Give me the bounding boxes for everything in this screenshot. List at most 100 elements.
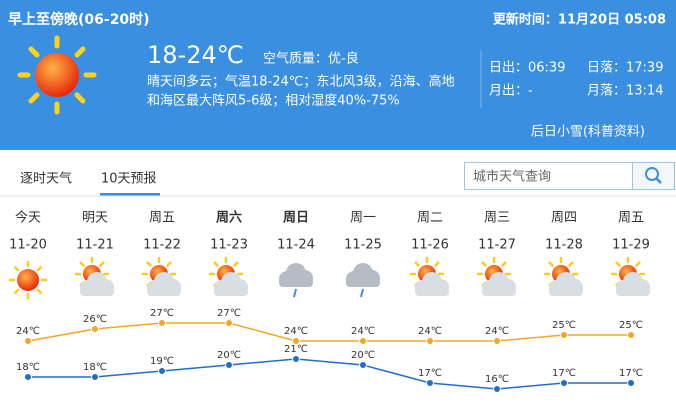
low-line: [28, 358, 631, 390]
date: 11-25: [344, 238, 382, 253]
period: 早上至傍晚(06-20时): [8, 11, 150, 28]
sun-disc: [17, 269, 39, 291]
sun-ray: [548, 261, 554, 267]
high-label: 25℃: [552, 320, 576, 331]
low-label: 20℃: [217, 350, 241, 361]
sun-ray: [635, 261, 641, 267]
high-point: [359, 337, 367, 345]
sun-ray: [233, 261, 239, 267]
low-point: [359, 361, 367, 369]
high-point: [24, 337, 32, 345]
day-name: 周二: [417, 211, 443, 226]
sun-ray: [213, 261, 219, 267]
weather-icon: [141, 256, 181, 296]
moonset: 月落：13:14: [587, 84, 663, 99]
day-name: 周五: [149, 211, 175, 226]
search-input[interactable]: [464, 162, 633, 190]
cloud-part: [279, 278, 313, 287]
high-point: [627, 331, 635, 339]
date: 11-23: [210, 238, 248, 253]
weather-icon: [208, 256, 248, 296]
low-point: [426, 379, 434, 387]
sun-ray: [481, 261, 487, 267]
weather-icon: [476, 256, 516, 296]
date: 11-24: [277, 238, 315, 253]
low-label: 21℃: [284, 344, 308, 355]
high-label: 24℃: [351, 326, 375, 337]
sun-ray: [434, 261, 440, 267]
sunrise: 日出：06:39: [489, 61, 565, 76]
low-point: [158, 367, 166, 375]
cloud-part: [346, 278, 380, 287]
sun-ray: [79, 261, 85, 267]
sun-ray: [166, 261, 172, 267]
high-label: 27℃: [150, 308, 174, 319]
date: 11-28: [545, 238, 583, 253]
sun-icon: [17, 35, 97, 115]
high-label: 26℃: [83, 314, 107, 325]
low-point: [560, 379, 568, 387]
rain-drop: [293, 288, 297, 298]
rain-drop: [360, 288, 364, 298]
date: 11-29: [612, 238, 650, 253]
sun-ray: [36, 266, 42, 272]
cloud-part: [147, 287, 181, 296]
high-label: 24℃: [284, 326, 308, 337]
description: 和海区最大阵风5-6级；相对湿度40%-75%: [147, 93, 400, 109]
day-name: 周日: [283, 211, 309, 226]
low-point: [24, 373, 32, 381]
air-quality: 空气质量：优-良: [263, 51, 359, 67]
moonrise: 月出：-: [489, 84, 533, 99]
low-label: 19℃: [150, 356, 174, 367]
cloud-part: [482, 287, 516, 296]
day-name: 周五: [618, 211, 644, 226]
low-point: [91, 373, 99, 381]
search-button[interactable]: [632, 162, 675, 190]
weather-icon: [409, 256, 449, 296]
sunset: 日落：17:39: [587, 61, 663, 76]
weather-icon: [279, 263, 313, 298]
description: 晴天间多云；气温18-24℃；东北风3级，沿海、高地: [147, 74, 455, 90]
cloud-part: [415, 287, 449, 296]
low-label: 17℃: [418, 368, 442, 379]
tab-underline: [100, 193, 160, 196]
day-name: 周六: [216, 210, 242, 226]
weather-icon: [74, 256, 114, 296]
high-label: 27℃: [217, 308, 241, 319]
low-label: 17℃: [619, 368, 643, 379]
day-name: 周三: [484, 211, 510, 226]
high-point: [225, 319, 233, 327]
date: 11-20: [9, 238, 47, 253]
weather-icon: [346, 263, 380, 298]
low-point: [292, 355, 300, 363]
tab[interactable]: 逐时天气: [20, 171, 72, 187]
sun-ray: [568, 261, 574, 267]
high-point: [426, 337, 434, 345]
sun-ray: [501, 261, 507, 267]
low-label: 16℃: [485, 374, 509, 385]
temp-range: 18-24℃: [147, 41, 244, 69]
high-label: 24℃: [418, 326, 442, 337]
high-label: 24℃: [16, 326, 40, 337]
header-bg: [0, 0, 676, 150]
low-label: 17℃: [552, 368, 576, 379]
weather-icon: [610, 256, 650, 296]
low-label: 20℃: [351, 350, 375, 361]
cloud-part: [214, 287, 248, 296]
tab-active[interactable]: 10天预报: [101, 172, 157, 187]
low-label: 18℃: [83, 362, 107, 373]
date: 11-21: [76, 238, 114, 253]
cloud-part: [549, 287, 583, 296]
low-point: [627, 379, 635, 387]
day-name: 明天: [82, 211, 108, 226]
low-label: 18℃: [16, 362, 40, 373]
high-point: [91, 325, 99, 333]
link[interactable]: 后日小雪(科普资料): [531, 125, 645, 140]
sun-ray: [36, 288, 42, 294]
high-point: [493, 337, 501, 345]
high-point: [158, 319, 166, 327]
update-time: 更新时间：11月20日 05:08: [493, 12, 666, 28]
sun-ray: [146, 261, 152, 267]
date: 11-22: [143, 238, 181, 253]
forecast: 今天 11-20 明天 11-21 周五 11-22 周六 11-23 周日 11-24 周一 11-…: [8, 210, 650, 393]
